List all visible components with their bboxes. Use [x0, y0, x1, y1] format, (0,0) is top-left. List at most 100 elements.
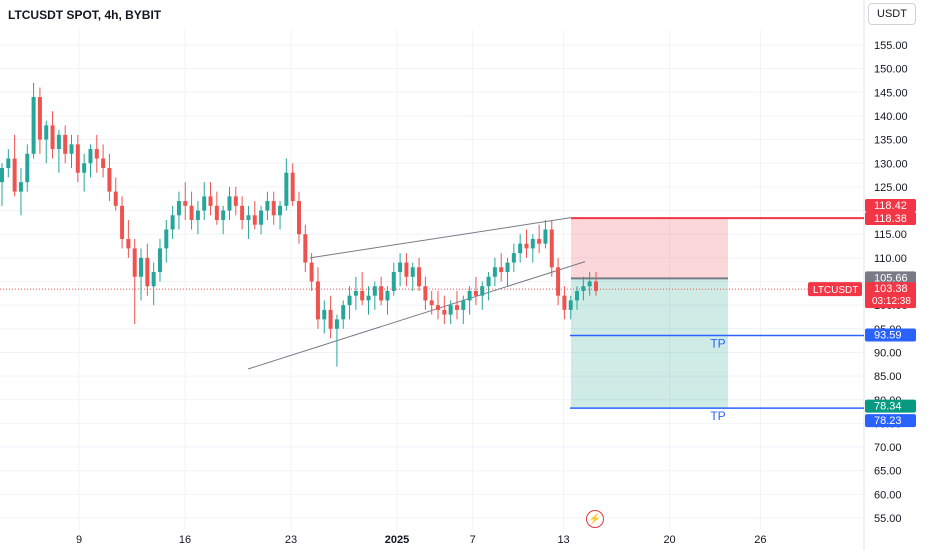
- candle-body: [347, 295, 352, 306]
- y-tick-label: 60.00: [874, 489, 902, 501]
- candle-body: [379, 286, 384, 301]
- candle-body: [568, 300, 573, 310]
- candle-body: [297, 201, 301, 235]
- stop-lower-badge-bg: [865, 212, 916, 226]
- candle-body: [322, 309, 327, 320]
- x-tick-label: 23: [285, 534, 297, 546]
- x-tick-label: 13: [557, 534, 569, 546]
- candle-body: [480, 286, 485, 296]
- y-tick-label: 135.00: [874, 135, 908, 147]
- candle-body: [25, 153, 30, 183]
- candle-body: [157, 248, 162, 273]
- candle-body: [575, 290, 580, 301]
- candle-body: [139, 257, 144, 277]
- candle-body: [398, 262, 403, 273]
- candle-body: [404, 262, 409, 277]
- tp2-target-badge-bg: [865, 399, 916, 413]
- y-tick-label: 90.00: [874, 347, 902, 359]
- wedge-lower-line[interactable]: [247, 261, 586, 370]
- y-tick-label: 70.00: [874, 442, 902, 454]
- candle-body: [6, 158, 11, 168]
- candle-body: [252, 215, 257, 225]
- candle-body: [69, 144, 74, 154]
- candle-body: [183, 201, 188, 206]
- candle-body: [492, 267, 497, 277]
- candle-body: [581, 286, 586, 291]
- candle-body: [271, 201, 276, 216]
- candle-body: [303, 234, 308, 263]
- candle-body: [189, 205, 194, 221]
- y-tick-label: 115.00: [874, 229, 907, 241]
- candle-body: [499, 267, 504, 273]
- y-tick-label: 110.00: [874, 253, 907, 265]
- candle-body: [151, 272, 156, 287]
- candle-body: [524, 243, 529, 249]
- candle-body: [265, 201, 270, 211]
- symbol-badge: LTCUSDT: [813, 285, 858, 296]
- stop-lower-badge: 118.38: [874, 213, 907, 225]
- candle-body: [88, 149, 93, 164]
- y-tick-label: 145.00: [874, 87, 908, 99]
- currency-selector[interactable]: USDT: [868, 3, 916, 25]
- wedge-upper-line[interactable]: [309, 217, 572, 259]
- candle-body: [366, 295, 371, 301]
- candle-body: [461, 300, 466, 310]
- candle-body: [214, 205, 219, 221]
- entry-badge: 105.66: [874, 272, 908, 284]
- candle-body: [278, 205, 283, 216]
- countdown-badge: 03:12:38: [872, 296, 911, 307]
- candle-body: [37, 97, 42, 140]
- current-price-badge: 103.38: [874, 283, 908, 295]
- candle-body: [518, 243, 523, 254]
- tp1-label: TP: [710, 336, 725, 350]
- candle-body: [132, 248, 137, 277]
- candle-body: [505, 262, 510, 273]
- candle-body: [511, 253, 516, 263]
- candle-body: [107, 167, 112, 192]
- candle-body: [208, 196, 213, 206]
- entry-badge-bg: [865, 271, 916, 285]
- candle-body: [75, 144, 80, 173]
- candle-body: [94, 149, 99, 159]
- stop-upper-badge: 118.42: [874, 200, 907, 212]
- candle-body: [328, 309, 333, 329]
- candle-body: [562, 295, 567, 310]
- x-tick-label: 16: [179, 534, 191, 546]
- candle-body: [543, 229, 548, 244]
- candle-body: [391, 272, 396, 291]
- candle-body: [284, 172, 289, 206]
- candle-body: [164, 229, 169, 249]
- take-profit-zone[interactable]: [571, 278, 728, 408]
- candle-body: [385, 290, 390, 301]
- tp2-label: TP: [710, 409, 725, 423]
- candle-body: [360, 290, 365, 301]
- candle-body: [202, 196, 207, 211]
- candle-body: [530, 238, 535, 249]
- stop-loss-zone[interactable]: [571, 218, 728, 279]
- y-tick-label: 155.00: [874, 40, 908, 52]
- candle-body: [18, 182, 23, 192]
- x-tick-label: 26: [754, 534, 766, 546]
- candle-body: [145, 257, 150, 287]
- candle-body: [334, 319, 339, 329]
- lightning-icon[interactable]: ⚡: [586, 510, 604, 528]
- candle-body: [429, 300, 434, 306]
- candle-body: [473, 290, 478, 296]
- candle-body: [436, 305, 441, 310]
- candle-body: [170, 215, 175, 230]
- candle-body: [12, 158, 17, 192]
- y-tick-label: 65.00: [874, 466, 902, 478]
- candle-body: [221, 210, 226, 221]
- candle-body: [537, 238, 542, 244]
- x-tick-label: 9: [76, 534, 82, 546]
- candle-body: [31, 97, 36, 154]
- candle-body: [549, 229, 554, 268]
- candle-body: [486, 276, 491, 287]
- candle-body: [442, 309, 447, 315]
- candle-body: [246, 215, 251, 221]
- candle-body: [56, 134, 61, 150]
- candle-body: [120, 205, 125, 239]
- y-tick-label: 130.00: [874, 158, 908, 170]
